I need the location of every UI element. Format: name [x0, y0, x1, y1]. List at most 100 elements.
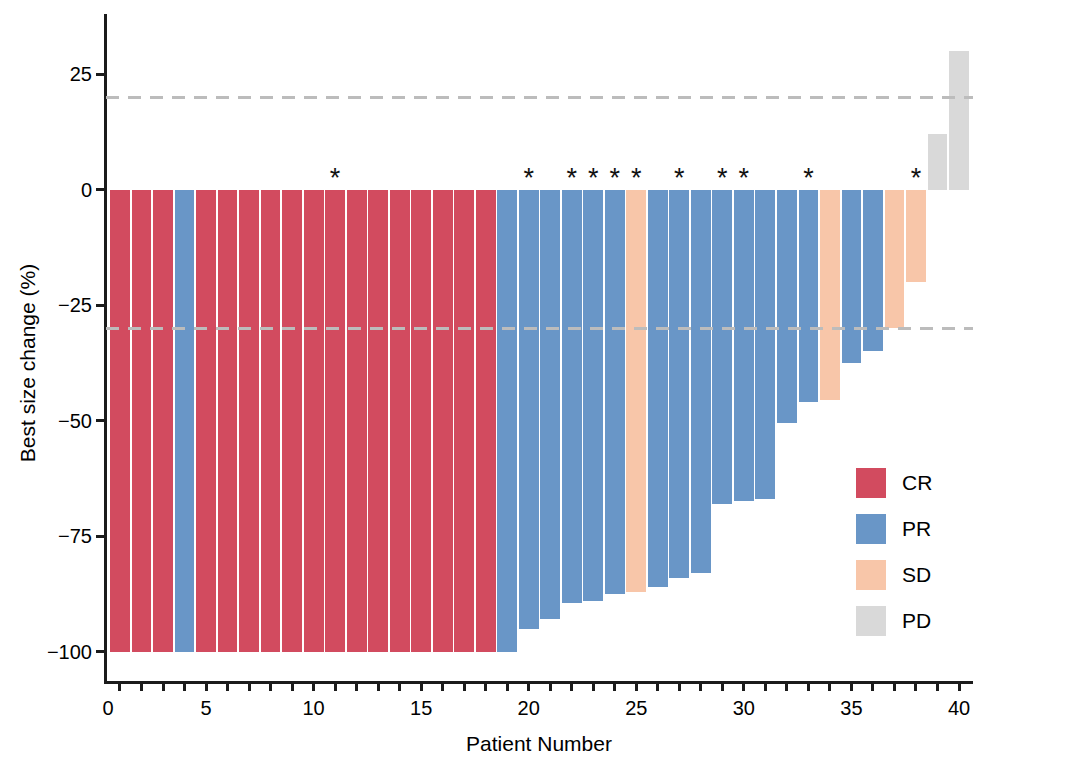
- waterfall-bar-patient-23: [583, 190, 603, 601]
- reference-line-20: [106, 96, 973, 99]
- waterfall-chart: ***********0510152025303540250−25−50−75−…: [0, 0, 1080, 763]
- y-axis-title: Best size change (%): [16, 264, 40, 462]
- x-tick: [506, 684, 509, 691]
- x-tick: [613, 684, 616, 691]
- waterfall-bar-patient-28: [691, 190, 711, 574]
- legend-item-pr: PR: [856, 514, 932, 544]
- x-tick: [398, 684, 401, 691]
- y-tick-label: −100: [22, 640, 92, 664]
- x-tick: [871, 684, 874, 691]
- x-tick: [291, 684, 294, 691]
- x-tick: [570, 684, 573, 691]
- waterfall-bar-patient-34: [820, 190, 840, 400]
- asterisk-annotation: *: [793, 163, 823, 193]
- waterfall-bar-patient-4: [175, 190, 195, 652]
- y-tick: [96, 188, 104, 191]
- x-tick: [527, 684, 530, 691]
- waterfall-bar-patient-2: [132, 190, 152, 652]
- x-tick: [850, 684, 853, 691]
- x-tick: [893, 684, 896, 691]
- asterisk-annotation: *: [664, 163, 694, 193]
- x-tick: [742, 684, 745, 691]
- asterisk-annotation: *: [901, 163, 931, 193]
- x-tick: [635, 684, 638, 691]
- x-tick: [764, 684, 767, 691]
- legend-item-sd: SD: [856, 560, 932, 590]
- waterfall-bar-patient-5: [196, 190, 216, 652]
- waterfall-bar-patient-38: [906, 190, 926, 282]
- waterfall-bar-patient-14: [390, 190, 410, 652]
- y-axis-spine: [104, 14, 107, 684]
- x-tick: [549, 684, 552, 691]
- legend: CR PR SD PD: [856, 468, 932, 652]
- waterfall-bar-patient-35: [842, 190, 862, 363]
- x-tick: [355, 684, 358, 691]
- waterfall-bar-patient-16: [433, 190, 453, 652]
- y-tick: [96, 73, 104, 76]
- waterfall-bar-patient-39: [928, 134, 948, 189]
- x-tick: [785, 684, 788, 691]
- asterisk-annotation: *: [729, 163, 759, 193]
- x-tick: [592, 684, 595, 691]
- waterfall-bar-patient-11: [325, 190, 345, 652]
- waterfall-bar-patient-30: [734, 190, 754, 502]
- waterfall-bar-patient-22: [562, 190, 582, 604]
- waterfall-bar-patient-25: [626, 190, 646, 592]
- x-tick: [248, 684, 251, 691]
- x-tick: [721, 684, 724, 691]
- legend-label-cr: CR: [902, 468, 932, 498]
- legend-label-pr: PR: [902, 514, 931, 544]
- waterfall-bar-patient-12: [347, 190, 367, 652]
- x-tick: [312, 684, 315, 691]
- y-tick-label: 25: [22, 62, 92, 86]
- waterfall-bar-patient-7: [239, 190, 259, 652]
- x-tick-label: 0: [78, 696, 138, 720]
- legend-item-pd: PD: [856, 606, 932, 636]
- x-axis-title: Patient Number: [466, 732, 612, 756]
- x-tick: [140, 684, 143, 691]
- asterisk-annotation: *: [621, 163, 651, 193]
- legend-swatch-cr: [856, 468, 886, 498]
- y-tick: [96, 650, 104, 653]
- legend-swatch-pd: [856, 606, 886, 636]
- waterfall-bar-patient-3: [153, 190, 173, 652]
- x-tick: [484, 684, 487, 691]
- waterfall-bar-patient-31: [755, 190, 775, 500]
- x-tick-label: 20: [499, 696, 559, 720]
- waterfall-bar-patient-15: [411, 190, 431, 652]
- x-tick: [183, 684, 186, 691]
- waterfall-bar-patient-1: [110, 190, 130, 652]
- x-tick: [420, 684, 423, 691]
- waterfall-bar-patient-9: [282, 190, 302, 652]
- x-tick: [226, 684, 229, 691]
- waterfall-bar-patient-20: [519, 190, 539, 629]
- x-tick: [958, 684, 961, 691]
- x-tick: [936, 684, 939, 691]
- waterfall-bar-patient-24: [605, 190, 625, 594]
- waterfall-bar-patient-6: [218, 190, 238, 652]
- x-tick: [205, 684, 208, 691]
- y-tick: [96, 419, 104, 422]
- x-tick: [162, 684, 165, 691]
- x-tick-label: 25: [606, 696, 666, 720]
- legend-label-sd: SD: [902, 560, 931, 590]
- waterfall-bar-patient-33: [799, 190, 819, 403]
- waterfall-bar-patient-26: [648, 190, 668, 587]
- asterisk-annotation: *: [320, 163, 350, 193]
- legend-item-cr: CR: [856, 468, 932, 498]
- x-tick: [334, 684, 337, 691]
- x-tick: [699, 684, 702, 691]
- y-tick: [96, 535, 104, 538]
- x-tick: [807, 684, 810, 691]
- asterisk-annotation: *: [514, 163, 544, 193]
- y-tick: [96, 304, 104, 307]
- waterfall-bar-patient-32: [777, 190, 797, 423]
- waterfall-bar-patient-40: [949, 51, 969, 190]
- x-axis-spine: [104, 681, 973, 684]
- legend-swatch-pr: [856, 514, 886, 544]
- waterfall-bar-patient-10: [304, 190, 324, 652]
- waterfall-bar-patient-18: [476, 190, 496, 652]
- x-tick-label: 10: [284, 696, 344, 720]
- waterfall-bar-patient-17: [454, 190, 474, 652]
- y-tick-label: 0: [22, 178, 92, 202]
